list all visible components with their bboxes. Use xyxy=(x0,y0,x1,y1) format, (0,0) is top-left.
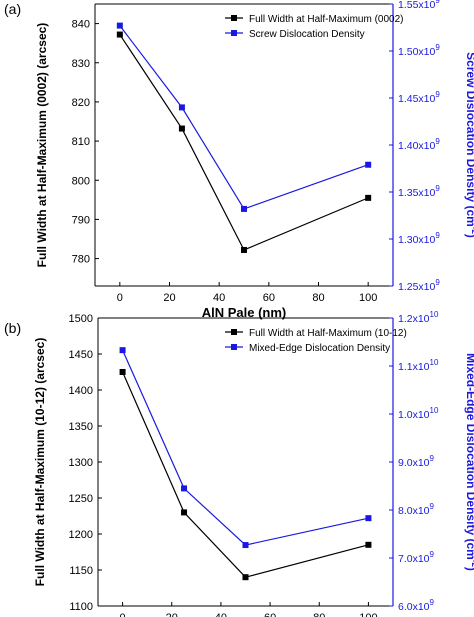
y-axis-title-left: Full Width at Half-Maximum (10-12) (arcs… xyxy=(33,338,47,587)
data-point-fwhm xyxy=(181,509,188,516)
panel-label: (b) xyxy=(4,320,21,336)
data-point-density xyxy=(178,104,185,111)
legend-label: Full Width at Half-Maximum (10-12) xyxy=(249,328,407,339)
data-point-density xyxy=(241,205,247,212)
y2-tick-label: 1.30x109 xyxy=(398,231,440,246)
y2-tick-label: 8.0x109 xyxy=(398,502,435,517)
y-tick-label: 1400 xyxy=(69,385,93,397)
x-tick-label: 0 xyxy=(117,292,123,304)
legend-marker xyxy=(231,344,237,350)
y2-tick-label: 9.0x109 xyxy=(398,454,435,469)
data-point-density xyxy=(365,515,372,522)
legend-marker xyxy=(231,15,237,21)
y-tick-label: 840 xyxy=(72,19,90,31)
y-tick-label: 1100 xyxy=(69,601,93,613)
legend: Full Width at Half-Maximum (0002) Screw D… xyxy=(225,14,403,40)
data-point-density xyxy=(242,542,249,549)
x-tick-label: 80 xyxy=(312,292,324,304)
legend-label: Full Width at Half-Maximum (0002) xyxy=(249,14,403,25)
x-tick-label: 20 xyxy=(163,292,175,304)
series-line-fwhm xyxy=(122,371,369,578)
data-point-density xyxy=(365,161,372,168)
y2-tick-label: 1.40x109 xyxy=(398,137,440,152)
y2-tick-label: 1.35x109 xyxy=(398,184,440,199)
legend-label: Mixed-Edge Dislocation Density xyxy=(249,343,390,354)
y-tick-label: 800 xyxy=(72,175,90,187)
y-tick-label: 1250 xyxy=(69,493,93,505)
data-point-density xyxy=(116,22,123,29)
data-point-fwhm xyxy=(365,194,372,201)
y2-tick-label: 1.2x1010 xyxy=(398,310,439,325)
data-point-fwhm xyxy=(178,125,185,132)
y2-tick-label: 7.0x109 xyxy=(398,550,435,565)
data-point-fwhm xyxy=(242,574,249,581)
y2-tick-label: 1.55x109 xyxy=(398,0,440,11)
y-tick-label: 820 xyxy=(72,97,90,109)
y-tick-label: 1150 xyxy=(69,565,93,577)
y-tick-label: 810 xyxy=(72,136,90,148)
data-point-fwhm xyxy=(116,31,123,38)
x-tick-label: 80 xyxy=(313,612,325,617)
y-axis-title-left: Full Width at Half-Maximum (0002) (arcse… xyxy=(35,23,49,268)
y2-tick-label: 1.50x109 xyxy=(398,43,440,58)
x-tick-label: 40 xyxy=(215,612,227,617)
data-point-fwhm xyxy=(365,541,372,548)
panel-label: (a) xyxy=(4,1,21,17)
legend-marker xyxy=(231,329,237,335)
x-tick-label: 100 xyxy=(359,612,377,617)
x-tick-label: 20 xyxy=(166,612,178,617)
data-point-fwhm xyxy=(241,246,247,253)
x-tick-label: 60 xyxy=(264,612,276,617)
data-point-density xyxy=(181,485,188,492)
x-tick-label: 0 xyxy=(120,612,126,617)
x-tick-label: 100 xyxy=(359,292,377,304)
data-point-fwhm xyxy=(119,369,126,375)
legend-marker xyxy=(231,30,237,36)
y-axis-title-right: Mixed-Edge Dislocation Density (cm-2) xyxy=(464,353,474,571)
y-tick-label: 790 xyxy=(72,214,90,226)
data-point-density xyxy=(119,347,126,354)
y-tick-label: 1500 xyxy=(69,313,93,325)
y2-tick-label: 1.1x1010 xyxy=(398,358,439,373)
series-line-density xyxy=(119,25,369,210)
y2-tick-label: 1.25x109 xyxy=(398,278,440,293)
y-tick-label: 830 xyxy=(72,58,90,70)
y2-tick-label: 6.0x109 xyxy=(398,598,435,613)
y-tick-label: 1300 xyxy=(69,457,93,469)
y-tick-label: 1350 xyxy=(69,421,93,433)
y-tick-label: 1200 xyxy=(69,529,93,541)
legend: Full Width at Half-Maximum (10-12) Mixed-… xyxy=(225,328,407,354)
x-tick-label: 60 xyxy=(263,292,275,304)
series-line-density xyxy=(122,349,369,546)
y-tick-label: 780 xyxy=(72,254,90,266)
chart-panel-a: (a) 0 20 40 60 80 100 AlN Pale (nm) 780 790 800 810… xyxy=(4,0,474,320)
y-tick-label: 1450 xyxy=(69,349,93,361)
x-axis-title: AlN Pale (nm) xyxy=(202,305,287,320)
x-tick-label: 40 xyxy=(213,292,225,304)
legend-label: Screw Dislocation Density xyxy=(249,29,365,40)
y-axis-title-right: Screw Dislocation Density (cm-2) xyxy=(464,52,474,238)
series-line-fwhm xyxy=(119,34,369,251)
y2-tick-label: 1.0x1010 xyxy=(398,406,439,421)
y2-tick-label: 1.45x109 xyxy=(398,90,440,105)
